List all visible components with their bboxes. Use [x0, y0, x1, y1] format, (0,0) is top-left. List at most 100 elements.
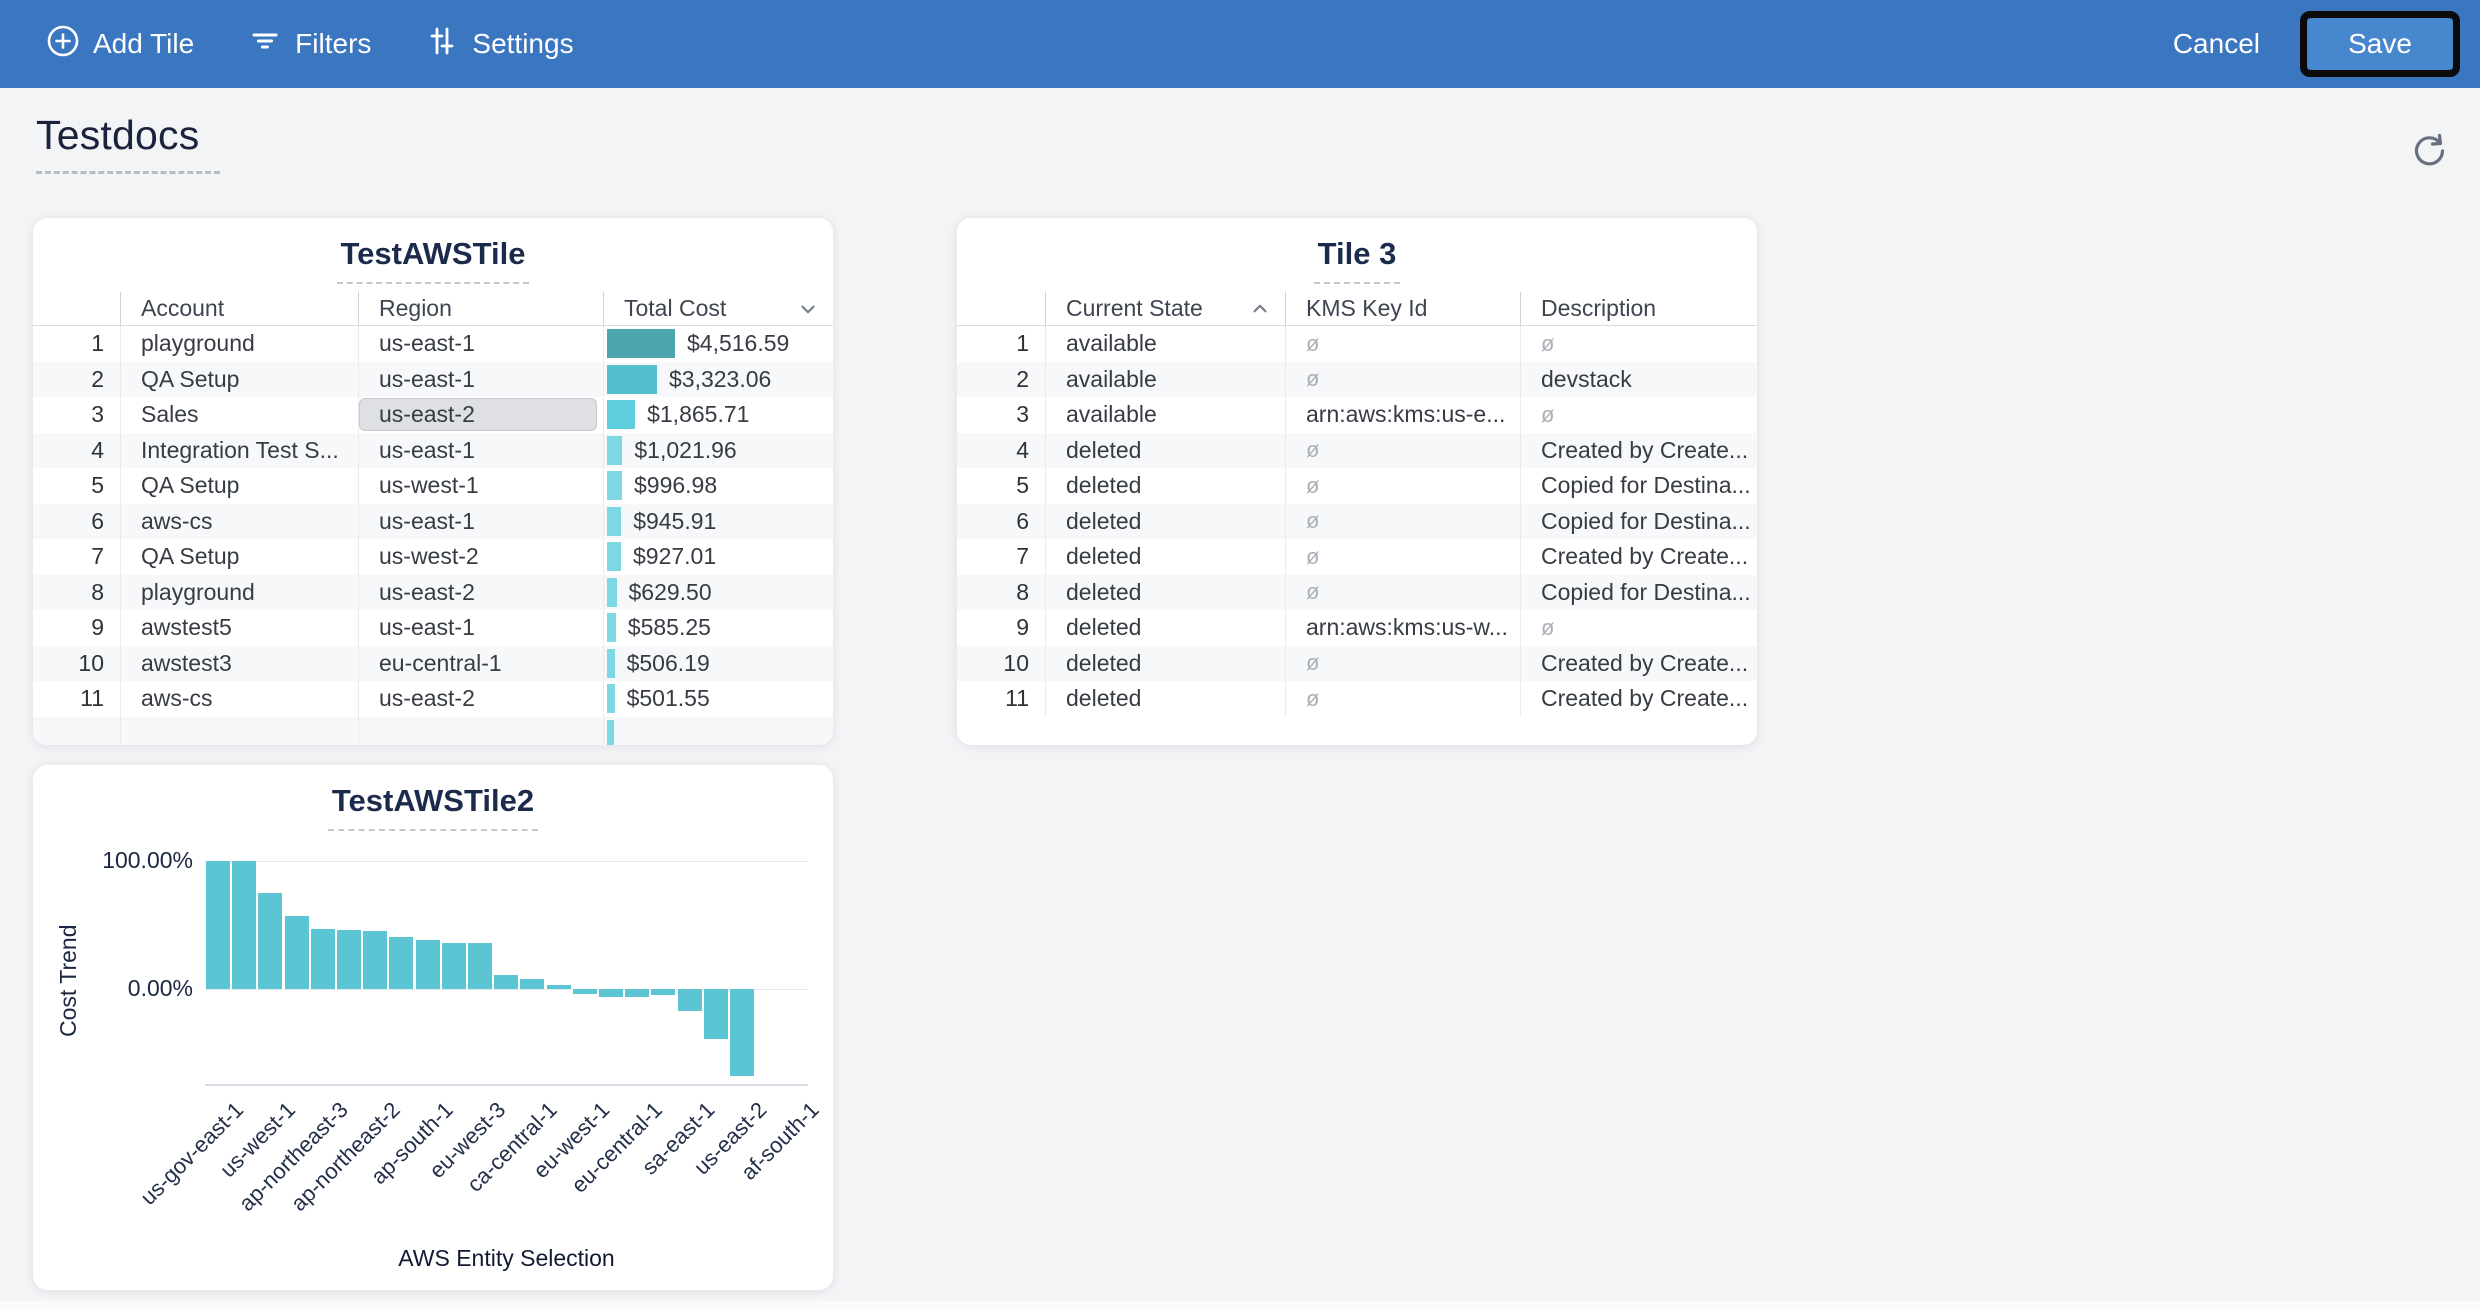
kms-key-id-cell[interactable]: ø — [1285, 574, 1520, 610]
total-cost-cell[interactable]: $1,865.71 — [603, 397, 833, 433]
tile-title-text[interactable]: TestAWSTile — [336, 236, 530, 284]
tile-title-text[interactable]: TestAWSTile2 — [327, 783, 539, 831]
description-cell[interactable]: Copied for Destina... — [1520, 468, 1757, 504]
kms-key-id-cell[interactable]: ø — [1285, 681, 1520, 717]
description-cell[interactable]: ø — [1520, 326, 1757, 362]
chevron-up-icon[interactable] — [1249, 298, 1271, 320]
region-cell[interactable]: us-east-1 — [358, 326, 603, 362]
kms-key-id-cell[interactable]: ø — [1285, 645, 1520, 681]
plus-circle-icon — [46, 24, 80, 65]
settings-button[interactable]: Settings — [425, 24, 574, 65]
total-cost-cell[interactable]: $1,021.96 — [603, 432, 833, 468]
current-state-cell[interactable]: available — [1045, 397, 1285, 433]
kms-key-id-cell[interactable]: ø — [1285, 539, 1520, 575]
current-state-cell[interactable]: available — [1045, 326, 1285, 362]
region-cell[interactable]: us-east-2 — [358, 574, 603, 610]
row-number-cell: 4 — [1016, 436, 1029, 463]
account-cell[interactable]: Integration Test S... — [120, 432, 358, 468]
kms-key-id-cell[interactable]: ø — [1285, 503, 1520, 539]
description-cell[interactable]: devstack — [1520, 361, 1757, 397]
table-row: 2 QA Setup us-east-1 $3,323.06 — [33, 361, 833, 397]
column-header-account[interactable]: Account — [120, 292, 358, 325]
region-cell[interactable]: us-east-1 — [358, 610, 603, 646]
save-button[interactable]: Save — [2307, 18, 2453, 70]
chevron-down-icon[interactable] — [797, 298, 819, 320]
cancel-button[interactable]: Cancel — [2172, 28, 2260, 59]
account-cell[interactable]: Sales — [120, 397, 358, 433]
description-cell[interactable]: Copied for Destina... — [1520, 503, 1757, 539]
region-cell[interactable]: us-east-1 — [358, 361, 603, 397]
account-cell[interactable]: aws-cs — [120, 681, 358, 717]
total-cost-cell[interactable]: $3,323.06 — [603, 361, 833, 397]
total-cost-cell[interactable]: $501.55 — [603, 681, 833, 717]
column-header-kms-key-id[interactable]: KMS Key Id — [1285, 292, 1520, 325]
total-cost-cell[interactable]: $4,516.59 — [603, 326, 833, 362]
column-header-region[interactable]: Region — [358, 292, 603, 325]
description-cell[interactable]: Created by Create... — [1520, 539, 1757, 575]
current-state-cell[interactable]: available — [1045, 361, 1285, 397]
column-header-total-cost[interactable]: Total Cost — [603, 292, 833, 325]
chart-bar — [284, 916, 309, 989]
column-header-current-state[interactable]: Current State — [1045, 292, 1285, 325]
current-state-cell[interactable]: deleted — [1045, 681, 1285, 717]
chart-bar — [441, 942, 466, 989]
description-cell[interactable]: Created by Create... — [1520, 645, 1757, 681]
total-cost-cell[interactable]: $506.19 — [603, 645, 833, 681]
region-cell[interactable]: us-west-1 — [358, 468, 603, 504]
current-state-cell[interactable]: deleted — [1045, 574, 1285, 610]
region-cell[interactable]: us-east-1 — [358, 503, 603, 539]
region-cell[interactable]: us-east-1 — [358, 432, 603, 468]
current-state-cell[interactable]: deleted — [1045, 645, 1285, 681]
region-cell[interactable]: us-east-2 — [358, 681, 603, 717]
account-cell[interactable]: awstest3 — [120, 645, 358, 681]
kms-key-id-cell[interactable]: ø — [1285, 432, 1520, 468]
total-cost-cell[interactable]: $585.25 — [603, 610, 833, 646]
dashboard-title[interactable]: Testdocs — [36, 112, 200, 158]
kms-key-id-cell[interactable]: ø — [1285, 468, 1520, 504]
row-number-cell: 2 — [1016, 365, 1029, 392]
account-cell[interactable]: QA Setup — [120, 361, 358, 397]
filters-button[interactable]: Filters — [248, 24, 371, 65]
kms-key-id-cell[interactable]: ø — [1285, 361, 1520, 397]
total-cost-cell[interactable]: $927.01 — [603, 539, 833, 575]
description-cell[interactable]: ø — [1520, 397, 1757, 433]
tile-title: TestAWSTile2 — [33, 783, 833, 833]
current-state-cell[interactable]: deleted — [1045, 503, 1285, 539]
current-state-cell[interactable]: deleted — [1045, 539, 1285, 575]
cost-value: $3,323.06 — [669, 365, 772, 392]
description-cell[interactable]: ø — [1520, 610, 1757, 646]
total-cost-cell[interactable]: $945.91 — [603, 503, 833, 539]
account-cell[interactable]: QA Setup — [120, 539, 358, 575]
row-number-cell: 8 — [91, 578, 104, 605]
kms-key-id-cell[interactable]: ø — [1285, 326, 1520, 362]
account-cell[interactable]: playground — [120, 574, 358, 610]
current-state-cell[interactable]: deleted — [1045, 468, 1285, 504]
tile-title-text[interactable]: Tile 3 — [1313, 236, 1401, 284]
region-cell[interactable]: us-west-2 — [358, 539, 603, 575]
selected-cell-highlight[interactable]: us-east-2 — [359, 398, 597, 432]
refresh-icon — [2410, 133, 2450, 173]
edit-toolbar: Add Tile Filters Settings Cancel Save — [0, 0, 2480, 88]
total-cost-cell[interactable]: $996.98 — [603, 468, 833, 504]
description-cell[interactable]: Created by Create... — [1520, 681, 1757, 717]
row-number-cell: 11 — [80, 685, 104, 712]
table-row: 5 deleted ø Copied for Destina... — [957, 468, 1757, 504]
row-number-cell: 9 — [91, 614, 104, 641]
kms-key-id-cell[interactable]: arn:aws:kms:us-w... — [1285, 610, 1520, 646]
account-cell[interactable]: playground — [120, 326, 358, 362]
region-cell[interactable]: eu-central-1 — [358, 645, 603, 681]
description-cell[interactable]: Copied for Destina... — [1520, 574, 1757, 610]
description-cell[interactable]: Created by Create... — [1520, 432, 1757, 468]
row-number-column-header — [33, 292, 120, 325]
total-cost-cell[interactable]: $629.50 — [603, 574, 833, 610]
current-state-cell[interactable]: deleted — [1045, 610, 1285, 646]
kms-key-id-cell[interactable]: arn:aws:kms:us-e... — [1285, 397, 1520, 433]
refresh-button[interactable] — [2410, 130, 2450, 173]
account-cell[interactable]: aws-cs — [120, 503, 358, 539]
region-cell[interactable]: us-east-2 — [358, 397, 603, 433]
account-cell[interactable]: QA Setup — [120, 468, 358, 504]
current-state-cell[interactable]: deleted — [1045, 432, 1285, 468]
account-cell[interactable]: awstest5 — [120, 610, 358, 646]
column-header-description[interactable]: Description — [1520, 292, 1757, 325]
add-tile-button[interactable]: Add Tile — [46, 24, 194, 65]
